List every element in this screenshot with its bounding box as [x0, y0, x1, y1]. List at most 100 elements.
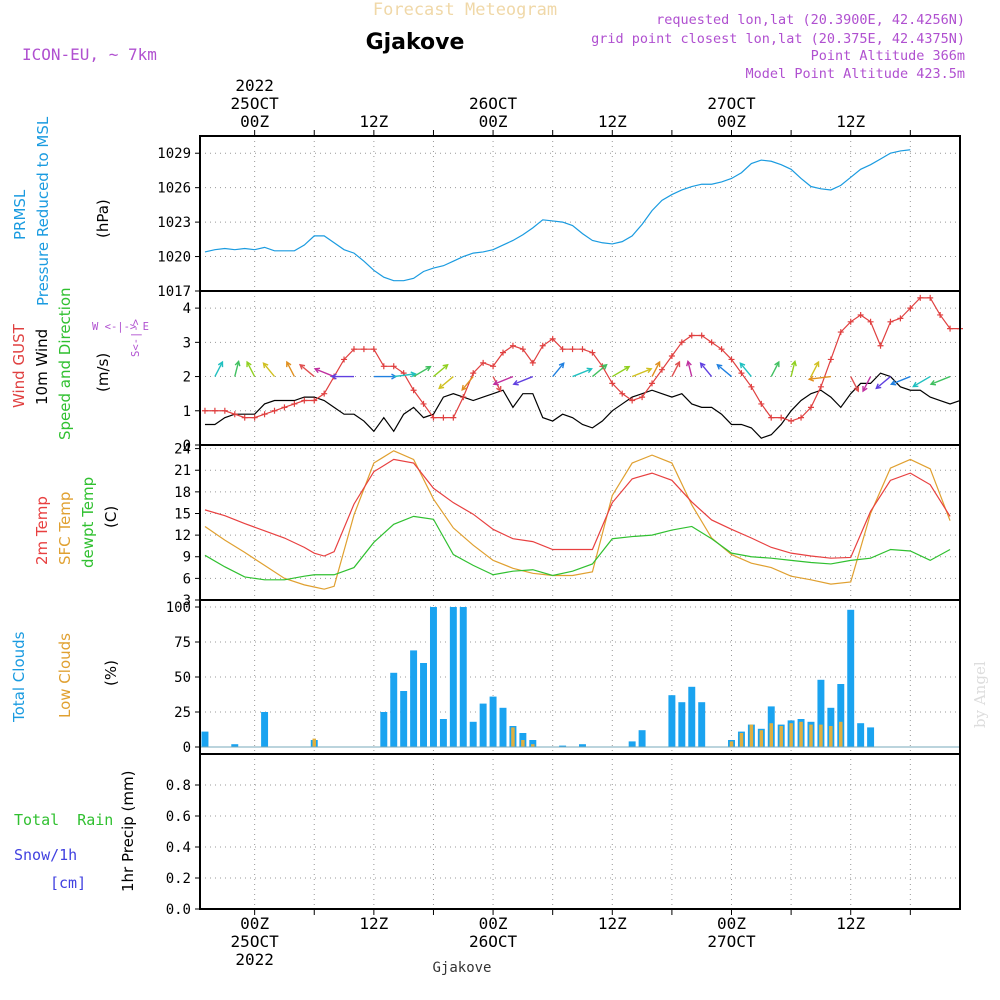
- wind-tick-label: 1: [183, 404, 191, 420]
- gust-point: [678, 339, 685, 346]
- wind-direction-arrow: [313, 367, 335, 378]
- low-cloud-bar: [521, 740, 525, 747]
- total-cloud-bar: [231, 744, 239, 747]
- arrow-shaft: [862, 376, 872, 392]
- gust-point: [490, 363, 497, 370]
- wind-tick-label: 3: [183, 335, 191, 351]
- gust-point: [370, 346, 377, 353]
- gust-point: [231, 411, 238, 418]
- gust-point: [430, 414, 437, 421]
- gust-point: [917, 294, 924, 301]
- low-cloud-bar: [809, 724, 813, 747]
- wind-tick-label: 4: [183, 301, 191, 317]
- arrow-shaft: [214, 361, 224, 377]
- total-cloud-bar: [628, 741, 636, 747]
- temp-tick-label: 12: [174, 528, 191, 544]
- arrow-head: [298, 363, 306, 370]
- arrow-head: [512, 379, 519, 386]
- arrow-shaft: [413, 366, 431, 378]
- time-label-top: 25OCT: [231, 94, 280, 113]
- wind-dir-label: Speed and Direction: [56, 287, 74, 440]
- arrow-head: [813, 360, 820, 368]
- low-cloud-bar: [799, 721, 803, 747]
- time-label-bottom: 00Z: [240, 914, 269, 933]
- arrow-shaft: [891, 375, 911, 385]
- gust-point: [907, 305, 914, 312]
- low-cloud-bar: [531, 744, 535, 747]
- gust-point: [947, 325, 954, 332]
- total-cloud-bar: [479, 703, 487, 747]
- arrow-shaft: [438, 376, 454, 389]
- arrow-shaft: [286, 361, 296, 377]
- gust-point: [589, 349, 596, 356]
- compass-ew: W <-|-> E: [92, 321, 149, 333]
- total-cloud-bar: [857, 723, 865, 747]
- total-cloud-bar: [201, 731, 209, 747]
- chart-title: Forecast Meteogram: [373, 0, 557, 20]
- gust-label: Wind GUST: [10, 323, 28, 408]
- gust-point: [549, 335, 556, 342]
- panel-frame-temp: [199, 444, 961, 601]
- gust-point: [708, 339, 715, 346]
- gust-point: [360, 346, 367, 353]
- model-altitude: Model Point Altitude 423.5m: [746, 66, 965, 82]
- total-cloud-bar: [459, 607, 467, 747]
- wind-direction-arrow: [512, 375, 534, 386]
- wind-direction-arrow: [850, 376, 860, 393]
- gust-point: [301, 397, 308, 404]
- arrow-head: [330, 373, 337, 380]
- arrow-shaft: [393, 373, 416, 378]
- wind-direction-arrow: [298, 363, 315, 378]
- gust-point: [350, 346, 357, 353]
- wind-direction-arrow: [875, 376, 891, 390]
- arrow-shaft: [314, 368, 335, 378]
- total-cloud-bar: [439, 719, 447, 747]
- arrow-shaft: [687, 361, 693, 377]
- wind-direction-arrow: [330, 373, 354, 380]
- wind-direction-arrow: [591, 363, 608, 378]
- gust-point: [688, 332, 695, 339]
- gust-point: [291, 400, 298, 407]
- precip-tick-label: 0.8: [166, 778, 191, 794]
- arrow-shaft: [930, 375, 951, 385]
- arrow-head: [862, 386, 868, 393]
- total-cloud-bar: [390, 672, 398, 747]
- dewpt-label: dewpt Temp: [79, 477, 97, 568]
- arrow-head: [912, 381, 919, 388]
- gust-point: [798, 414, 805, 421]
- wind-direction-arrow: [739, 362, 752, 378]
- wind-direction-arrow: [912, 375, 931, 388]
- arrow-shaft: [552, 362, 565, 378]
- gust-point: [519, 346, 526, 353]
- arrow-shaft: [810, 361, 820, 377]
- credit-watermark: by Angel: [971, 661, 989, 728]
- wind-direction-arrow: [214, 360, 224, 377]
- arrow-head: [646, 367, 653, 374]
- arrow-shaft: [493, 375, 514, 385]
- time-label-top: 27OCT: [707, 94, 756, 113]
- pressure-series: [204, 149, 911, 282]
- low-cloud-bar: [769, 723, 773, 747]
- temp-tick-label: 15: [174, 506, 191, 522]
- time-label-bottom: 00Z: [479, 914, 508, 933]
- rain-label: Total Rain: [14, 811, 113, 829]
- total-cloud-bar: [579, 744, 586, 747]
- gust-point: [758, 400, 765, 407]
- total-cloud-bar: [529, 740, 537, 747]
- snow-unit: [cm]: [50, 874, 86, 892]
- arrow-head: [442, 363, 449, 370]
- gust-point: [251, 414, 258, 421]
- arrow-head: [716, 363, 723, 370]
- gust-point: [410, 387, 417, 394]
- arrow-shaft: [591, 364, 608, 378]
- temp-tick-label: 6: [183, 571, 191, 587]
- wind-unit: (m/s): [94, 353, 112, 392]
- arrow-head: [586, 367, 593, 374]
- gust-point: [718, 346, 725, 353]
- wind-direction-arrow: [492, 375, 514, 386]
- gust-point: [281, 404, 288, 411]
- wind-direction-arrow: [699, 362, 713, 378]
- gust-point: [867, 318, 874, 325]
- gust-point: [450, 414, 457, 421]
- time-label-bottom: 00Z: [717, 914, 746, 933]
